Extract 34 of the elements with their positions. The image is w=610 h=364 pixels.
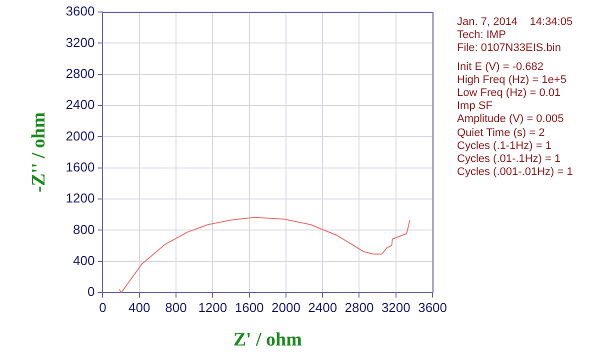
x-axis-title: Z' / ohm <box>233 330 302 351</box>
text: Imp SF <box>457 100 494 114</box>
x-tick-label: 2000 <box>271 300 300 315</box>
y-tick-label: 2000 <box>66 128 95 144</box>
text: Cycles (.001-.01Hz) = 1 <box>457 166 573 180</box>
text: Cycles (.1-1Hz) = 1 <box>457 140 552 154</box>
y-tick-label: 800 <box>73 222 95 237</box>
x-tick-label: 1600 <box>234 300 264 315</box>
y-tick-label: 0 <box>87 284 95 300</box>
text: Init E (V) = -0.682 <box>457 60 545 74</box>
x-tick-label: 800 <box>165 300 187 315</box>
text: Cycles (.01-.1Hz) = 1 <box>457 153 562 166</box>
y-tick-label: 1600 <box>66 159 95 174</box>
text: Low Freq (Hz) = 0.01 <box>457 87 562 100</box>
x-tick-label: 3600 <box>418 300 447 315</box>
x-tick-label: 400 <box>128 300 150 315</box>
y-tick-label: 1200 <box>66 190 95 206</box>
y-tick-label: 3600 <box>66 4 95 19</box>
x-tick-label: 0 <box>99 300 106 315</box>
x-tick-label: 1200 <box>198 300 228 315</box>
text: File: 0107N33EIS.bin <box>457 42 562 56</box>
y-tick-label: 400 <box>73 253 95 268</box>
x-tick-label: 3200 <box>381 300 410 315</box>
text: Quiet Time (s) = 2 <box>457 126 546 140</box>
y-tick-label: 3200 <box>66 34 95 50</box>
text: High Freq (Hz) = 1e+5 <box>457 74 568 88</box>
y-tick-label: 2400 <box>66 97 95 112</box>
x-tick-label: 2400 <box>308 300 338 315</box>
y-axis-title: -Z'' / ohm <box>28 112 50 192</box>
y-tick-label: 2800 <box>66 66 95 81</box>
text: Jan. 7, 2014 14:34:05 <box>457 16 573 30</box>
text: Tech: IMP <box>457 29 507 42</box>
text: Amplitude (V) = 0.005 <box>457 113 565 127</box>
x-tick-label: 2800 <box>344 300 374 315</box>
